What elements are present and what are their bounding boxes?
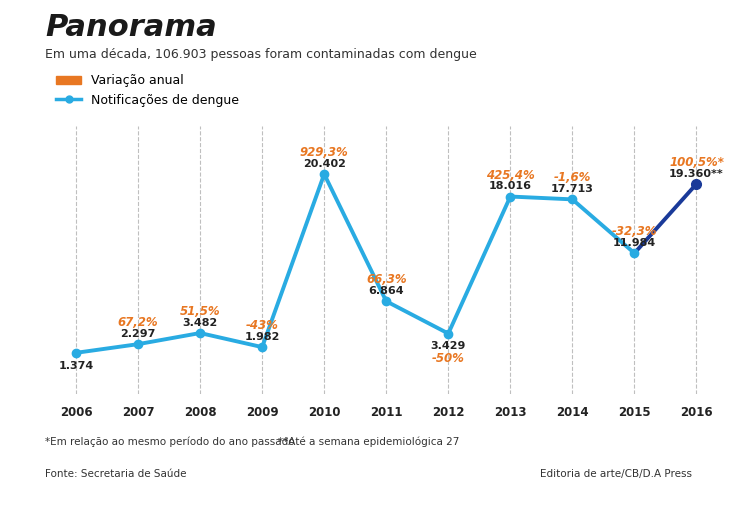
Text: 2016: 2016 — [680, 406, 712, 419]
Text: 2014: 2014 — [556, 406, 589, 419]
Text: 20.402: 20.402 — [303, 159, 346, 169]
Text: Fonte: Secretaria de Saúde: Fonte: Secretaria de Saúde — [45, 469, 187, 479]
Text: 3.429: 3.429 — [430, 341, 466, 351]
Text: 2012: 2012 — [432, 406, 464, 419]
Text: 67,2%: 67,2% — [118, 316, 158, 329]
Text: 11.984: 11.984 — [613, 238, 656, 248]
Text: 6.864: 6.864 — [368, 286, 404, 296]
Text: 19.360**: 19.360** — [669, 169, 724, 179]
Text: -32,3%: -32,3% — [612, 225, 657, 238]
Text: Editoria de arte/CB/D.A Press: Editoria de arte/CB/D.A Press — [540, 469, 692, 479]
Text: 3.482: 3.482 — [182, 318, 218, 328]
Text: 2007: 2007 — [122, 406, 154, 419]
Text: 2015: 2015 — [618, 406, 651, 419]
Text: Em uma década, 106.903 pessoas foram contaminadas com dengue: Em uma década, 106.903 pessoas foram con… — [45, 48, 477, 61]
Text: 425,4%: 425,4% — [486, 169, 535, 181]
Legend: Variação anual, Notificações de dengue: Variação anual, Notificações de dengue — [51, 69, 244, 112]
Text: 2.297: 2.297 — [121, 329, 156, 339]
Text: 2010: 2010 — [308, 406, 340, 419]
Text: -50%: -50% — [432, 351, 465, 365]
Text: -43%: -43% — [246, 319, 278, 332]
Text: 929,3%: 929,3% — [300, 146, 349, 159]
Text: 1.374: 1.374 — [58, 361, 94, 371]
Text: 2009: 2009 — [246, 406, 278, 419]
Text: 17.713: 17.713 — [551, 184, 594, 194]
Text: 2006: 2006 — [60, 406, 92, 419]
Text: 1.982: 1.982 — [244, 332, 280, 342]
Text: 51,5%: 51,5% — [180, 305, 220, 318]
Text: *Em relação ao mesmo período do ano passado: *Em relação ao mesmo período do ano pass… — [45, 437, 295, 447]
Text: 2008: 2008 — [184, 406, 217, 419]
Text: Panorama: Panorama — [45, 13, 217, 41]
Text: 66,3%: 66,3% — [366, 273, 407, 286]
Text: 2013: 2013 — [494, 406, 526, 419]
Text: 100,5%*: 100,5%* — [669, 156, 724, 169]
Text: -1,6%: -1,6% — [554, 171, 591, 184]
Text: 2011: 2011 — [370, 406, 403, 419]
Text: **Até a semana epidemiológica 27: **Até a semana epidemiológica 27 — [278, 437, 459, 447]
Text: 18.016: 18.016 — [489, 181, 532, 191]
